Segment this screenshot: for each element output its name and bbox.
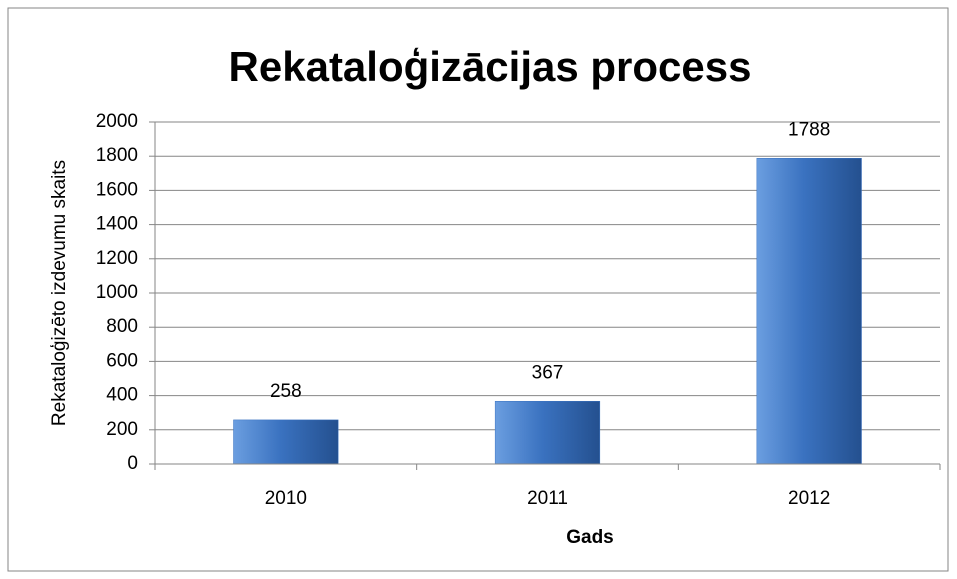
y-tick-label: 400: [106, 385, 138, 406]
y-tick-label: 1600: [96, 179, 138, 200]
x-tick-label: 2010: [265, 488, 307, 509]
data-label: 1788: [788, 119, 830, 140]
data-label: 367: [532, 362, 564, 383]
y-tick-label: 800: [106, 316, 138, 337]
y-tick-label: 0: [127, 453, 138, 474]
bar: [233, 419, 339, 465]
y-tick-label: 1200: [96, 248, 138, 269]
bar: [494, 400, 601, 465]
y-tick-label: 600: [106, 350, 138, 371]
y-tick-label: 200: [106, 419, 138, 440]
x-tick-label: 2012: [788, 488, 830, 509]
y-tick-label: 1000: [96, 282, 138, 303]
chart-title: Rekataloģizācijas process: [229, 43, 752, 90]
x-axis-label: Gads: [566, 527, 614, 548]
x-tick-label: 2011: [527, 488, 568, 509]
data-label: 258: [270, 381, 302, 402]
y-tick-label: 2000: [96, 111, 138, 132]
y-tick-label: 1400: [96, 214, 138, 235]
y-axis-label: Rekataloģizēto izdevumu skaits: [49, 160, 70, 426]
y-tick-label: 1800: [96, 145, 138, 166]
bar: [756, 158, 862, 465]
